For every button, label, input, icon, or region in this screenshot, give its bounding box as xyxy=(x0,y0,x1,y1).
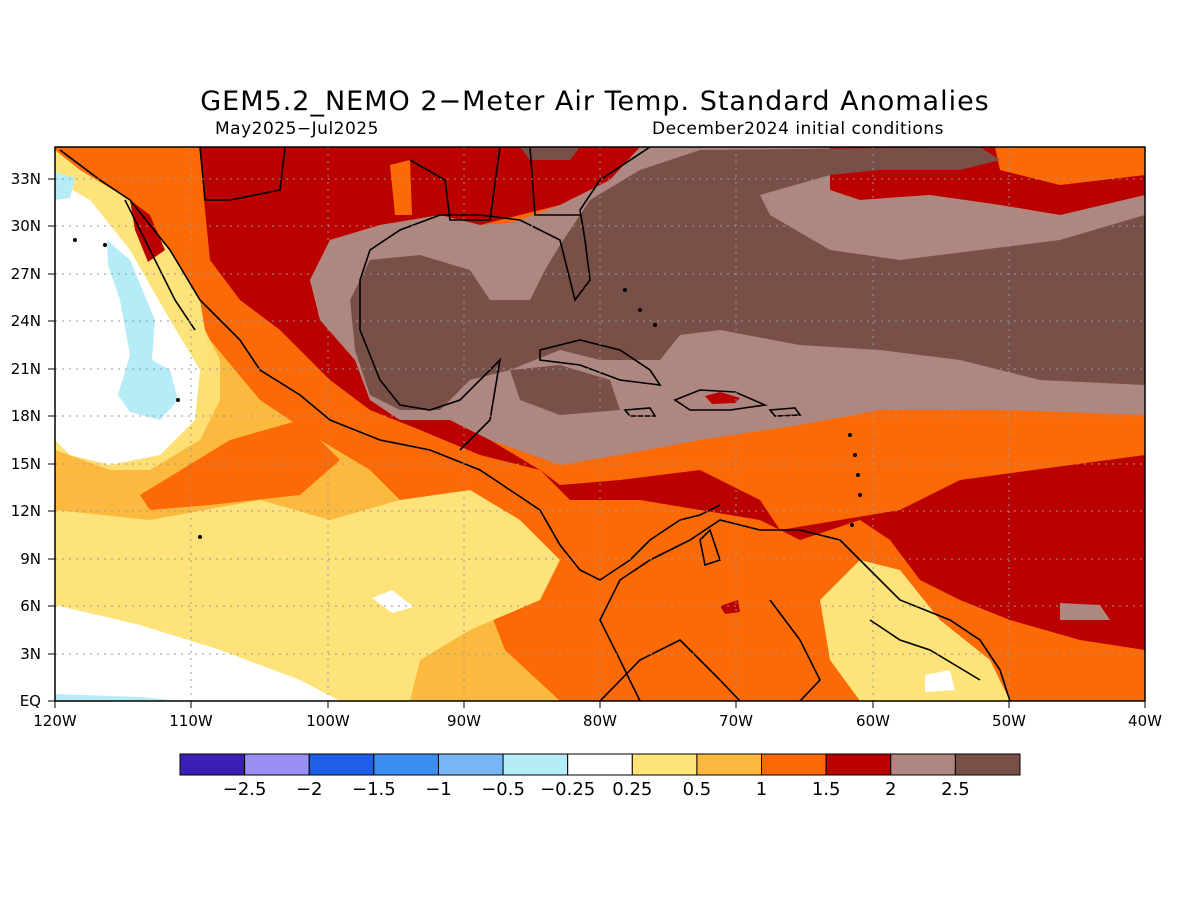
colorbar-label: −2.5 xyxy=(223,779,267,800)
colorbar-swatch xyxy=(761,753,827,776)
lon-label-40w: 40W xyxy=(1128,712,1162,730)
colorbar xyxy=(179,753,1021,776)
lon-label-70w: 70W xyxy=(719,712,753,730)
lon-label-50w: 50W xyxy=(992,712,1026,730)
lat-label-6n: 6N xyxy=(20,597,41,615)
graticule xyxy=(55,147,1145,701)
lon-label-80w: 80W xyxy=(583,712,617,730)
colorbar-swatch xyxy=(696,753,763,776)
lon-label-120w: 120W xyxy=(33,712,77,730)
islands xyxy=(73,238,862,539)
initial-conditions: December2024 initial conditions xyxy=(652,119,944,139)
colorbar-label: 1 xyxy=(756,779,767,800)
colorbar-swatch xyxy=(954,753,1021,776)
lon-label-100w: 100W xyxy=(306,712,350,730)
colorbar-swatch xyxy=(373,753,439,776)
lon-label-60w: 60W xyxy=(856,712,890,730)
colorbar-label: −1.5 xyxy=(352,779,396,800)
colorbar-swatch xyxy=(179,753,246,776)
coastlines xyxy=(59,147,1011,701)
lat-label-30n: 30N xyxy=(11,217,41,235)
colorbar-label: 2.5 xyxy=(941,779,970,800)
lat-ticks xyxy=(48,178,55,702)
lat-label-eq: EQ xyxy=(20,692,41,710)
lat-label-21n: 21N xyxy=(11,360,41,378)
lat-label-15n: 15N xyxy=(11,455,41,473)
lat-label-24n: 24N xyxy=(11,312,41,330)
colorbar-swatch xyxy=(437,753,504,776)
colorbar-swatch xyxy=(890,753,956,776)
colorbar-label: −0.25 xyxy=(540,779,595,800)
colorbar-label: −0.5 xyxy=(481,779,525,800)
forecast-period: May2025−Jul2025 xyxy=(215,119,379,139)
colorbar-label: 0.25 xyxy=(612,779,652,800)
colorbar-swatch xyxy=(244,753,310,776)
colorbar-labels: −2.5 −2 −1.5 −1 −0.5 −0.25 0.25 0.5 1 1.5 2 2.5 xyxy=(223,779,970,800)
lon-label-90w: 90W xyxy=(447,712,481,730)
lon-label-110w: 110W xyxy=(169,712,213,730)
colorbar-label: 1.5 xyxy=(812,779,841,800)
colorbar-label: −2 xyxy=(296,779,323,800)
colorbar-swatch xyxy=(825,753,892,776)
lat-label-27n: 27N xyxy=(11,265,41,283)
longitude-axis: 120W 110W 100W 90W 80W 70W 60W 50W 40W xyxy=(33,712,1162,730)
lat-label-3n: 3N xyxy=(20,645,41,663)
colorbar-swatch xyxy=(567,753,633,776)
colorbar-swatch xyxy=(502,753,569,776)
colorbar-swatch xyxy=(631,753,698,776)
map-title: GEM5.2_NEMO 2−Meter Air Temp. Standard A… xyxy=(200,86,990,117)
lat-label-9n: 9N xyxy=(20,550,41,568)
lat-label-12n: 12N xyxy=(11,502,41,520)
colorbar-swatch xyxy=(308,753,375,776)
latitude-axis: EQ 3N 6N 9N 12N 15N 18N 21N 24N 27N 30N … xyxy=(11,170,41,710)
lat-label-33n: 33N xyxy=(11,170,41,188)
lon-ticks xyxy=(54,701,1146,708)
colorbar-label: −1 xyxy=(425,779,452,800)
colorbar-label: 2 xyxy=(885,779,896,800)
colorbar-label: 0.5 xyxy=(683,779,712,800)
lat-label-18n: 18N xyxy=(11,407,41,425)
anomaly-field xyxy=(55,147,1145,701)
